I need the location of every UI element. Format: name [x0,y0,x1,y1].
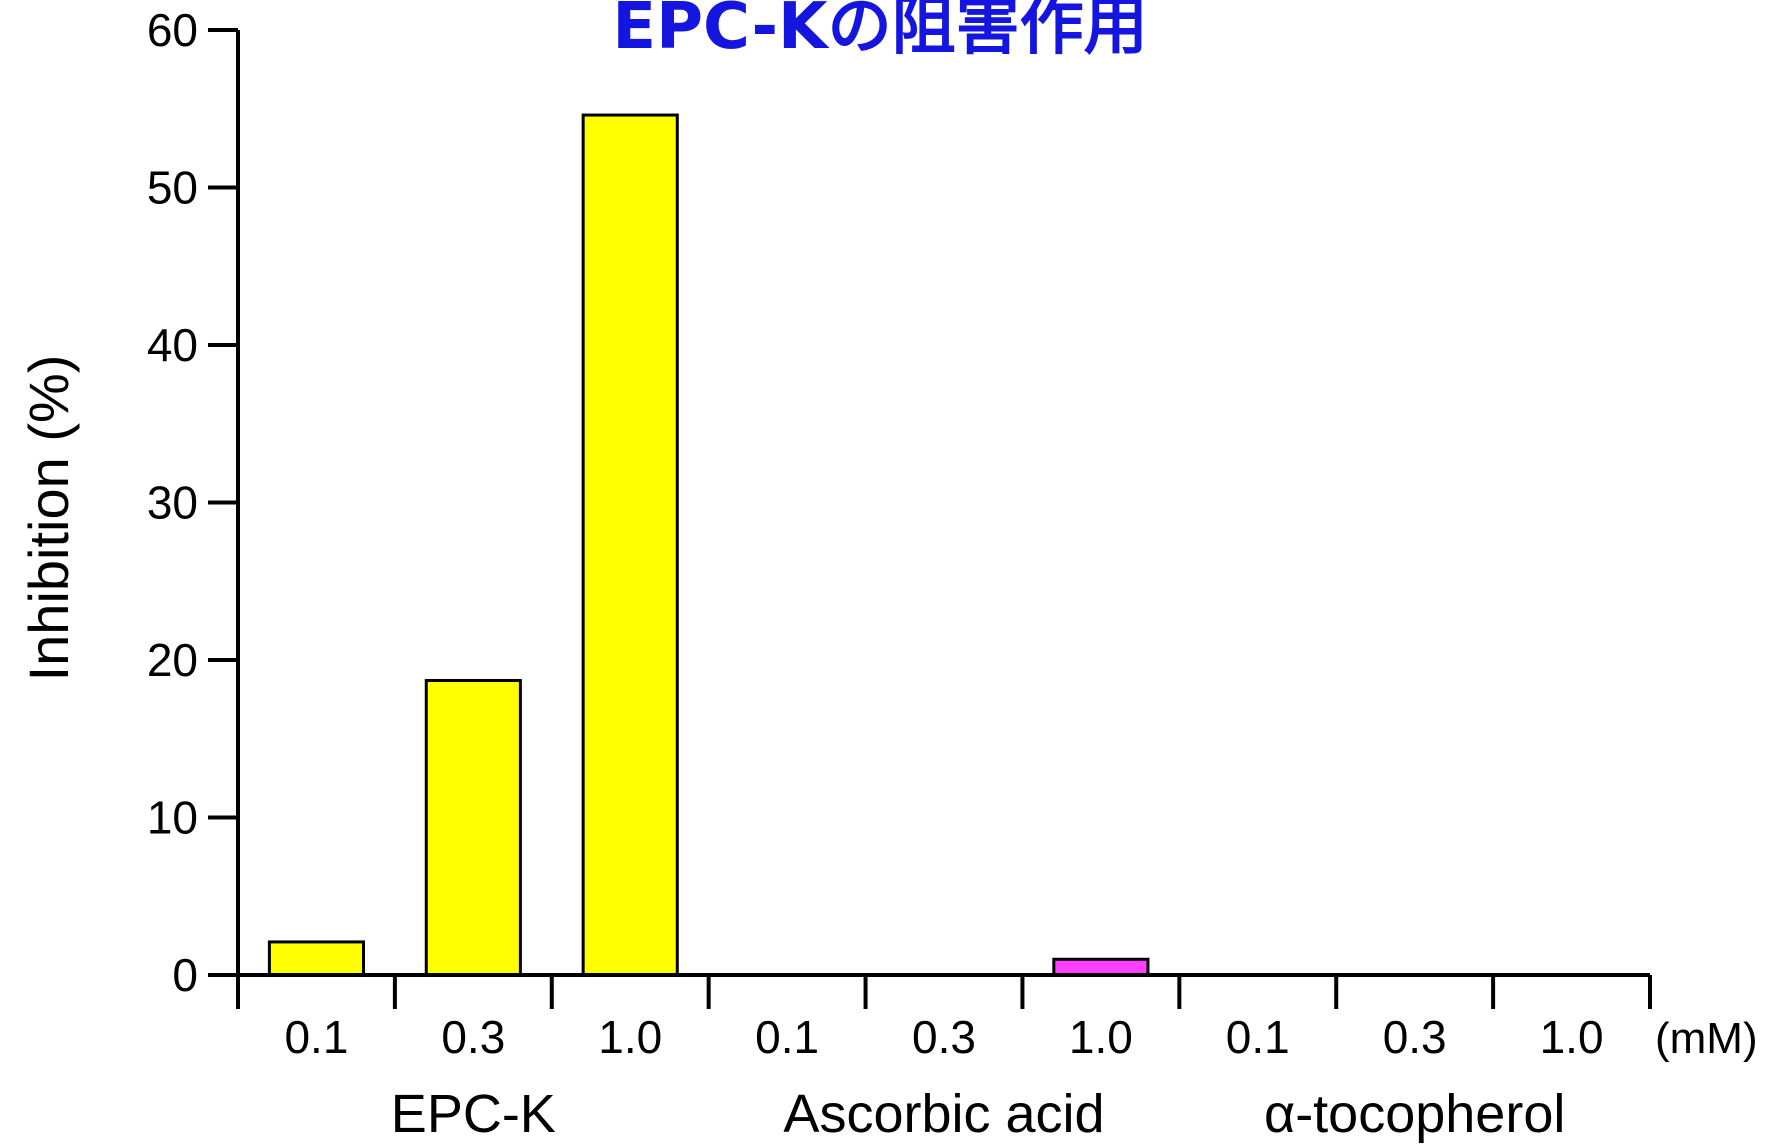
x-tick-label: 0.3 [912,1011,976,1063]
y-axis-label: Inhibition (%) [17,355,80,682]
x-tick-label: 0.1 [1226,1011,1290,1063]
axes-layer: 0 10 20 30 40 50 60 0.1 0.3 1.0 EPC-K 0.1 0.3 1.0 Asco… [147,4,1652,1144]
x-tick-label: 1.0 [598,1011,662,1063]
bar-0-1 [424,678,522,977]
x-tick-label: 0.1 [284,1011,348,1063]
bar-0-2 [581,113,679,977]
group-label: EPC-K [391,1084,556,1144]
bar-1-2 [1052,957,1150,977]
x-tick-label: 1.0 [1540,1011,1604,1063]
x-tick-label: 0.3 [1383,1011,1447,1063]
group-label: α-tocopherol [1264,1084,1565,1144]
x-unit-label: (mM) [1655,1014,1758,1063]
y-tick-label: 50 [147,162,198,214]
y-tick-label: 10 [147,792,198,844]
x-tick-label: 0.1 [755,1011,819,1063]
bar-0-0 [267,940,366,977]
x-tick-label: 1.0 [1069,1011,1133,1063]
y-tick-label: 20 [147,634,198,686]
group-label: Ascorbic acid [783,1084,1104,1144]
y-tick-label: 0 [172,949,198,1001]
y-tick-label: 60 [147,4,198,56]
chart-title: EPC-Kの阻害作用 [612,0,1147,64]
bars-layer [267,113,1150,977]
y-tick-label: 40 [147,319,198,371]
y-tick-label: 30 [147,477,198,529]
x-tick-label: 0.3 [441,1011,505,1063]
